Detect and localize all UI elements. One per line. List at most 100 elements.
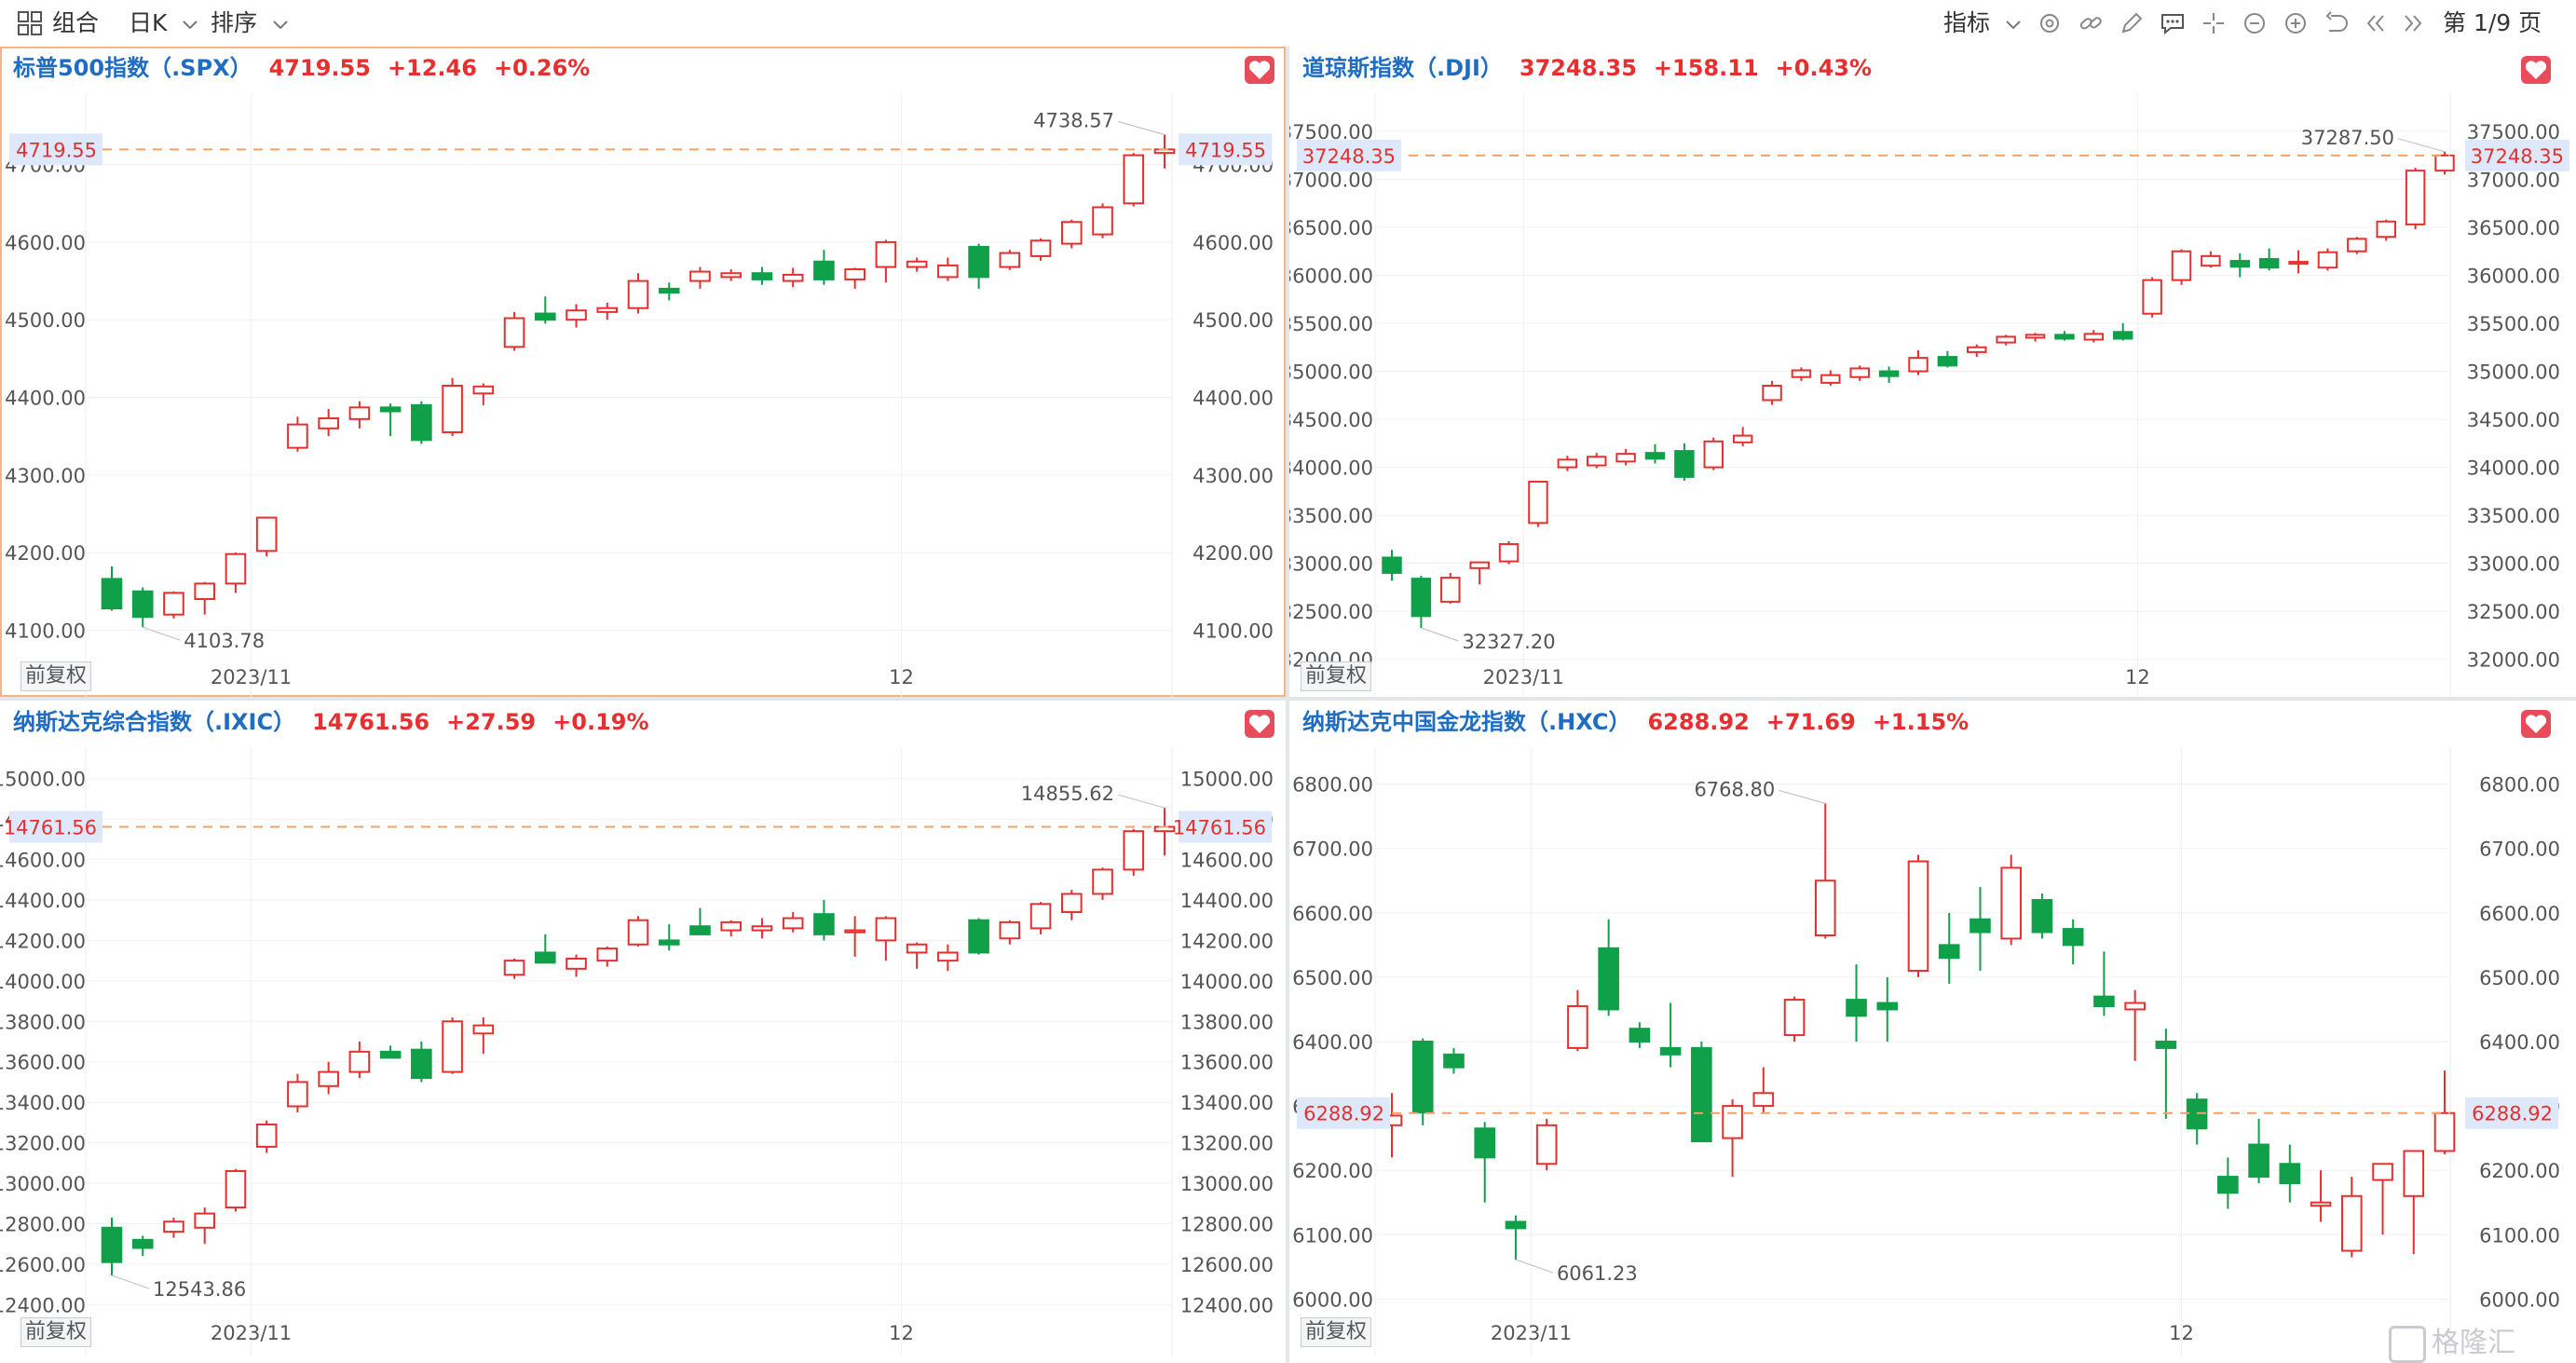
index-price: 6288.92	[1647, 709, 1750, 735]
comment-icon[interactable]	[2160, 10, 2186, 36]
candle-body	[1937, 356, 1958, 367]
low-annotation-label: 4103.78	[184, 630, 265, 652]
price-adjust-label[interactable]: 前复权	[20, 1317, 92, 1347]
y-tick-label-right: 12800.00	[1180, 1213, 1274, 1235]
candle-body	[1535, 1124, 1558, 1165]
candle-body	[1474, 1127, 1496, 1159]
y-tick-label-right: 4400.00	[1193, 387, 1274, 409]
last-price-tag-text: 14761.56	[4, 816, 97, 838]
zoom-in-icon[interactable]	[2283, 10, 2309, 36]
indicator-label: 指标	[1943, 9, 1991, 36]
watermark: 格隆汇	[2389, 1319, 2515, 1363]
y-tick-label-left: 37000.00	[1289, 169, 1373, 191]
price-adjust-label[interactable]: 前复权	[20, 661, 92, 691]
heart-icon[interactable]	[1245, 710, 1274, 738]
candle-body	[1846, 999, 1867, 1017]
x-tick-label: 2023/11	[1491, 1322, 1572, 1344]
y-tick-label-left: 34500.00	[1289, 409, 1373, 431]
candle-body	[2340, 1194, 2363, 1252]
settings-icon[interactable]	[2037, 10, 2063, 36]
candle-body	[658, 287, 680, 294]
grid-layout-icon[interactable]	[17, 10, 43, 36]
candle-body	[2376, 220, 2396, 239]
chart-panel-hxc[interactable]: 纳斯达克中国金龙指数（.HXC） 6288.92 +71.69 +1.15% 6000…	[1289, 701, 2576, 1363]
candle-body	[782, 273, 804, 282]
candlestick-chart[interactable]: 32000.0032000.0032500.0032500.0033000.00…	[1289, 47, 2576, 697]
chart-panel-dji[interactable]: 道琼斯指数（.DJI） 37248.35 +158.11 +0.43% 32000.0…	[1289, 47, 2576, 697]
y-tick-label-right: 6000.00	[2479, 1288, 2560, 1311]
link-icon[interactable]	[2078, 10, 2104, 36]
y-tick-label-right: 4600.00	[1193, 232, 1274, 254]
y-tick-label-right: 14000.00	[1180, 971, 1274, 993]
candle-body	[720, 920, 743, 932]
horizontal-divider	[0, 697, 2576, 701]
x-tick-label: 2023/11	[1483, 666, 1564, 688]
candle-body	[1411, 578, 1432, 618]
last-price-tag-right: 6288.92	[2465, 1097, 2558, 1129]
last-price-tag-left: 37248.35	[1297, 139, 1401, 171]
last-price-tag-text: 4719.55	[1185, 139, 1266, 161]
candle-body	[1820, 374, 1841, 384]
chevron-double-left-icon[interactable]	[2363, 10, 2389, 36]
high-annotation-leader	[2397, 138, 2446, 153]
y-tick-label-right: 6800.00	[2479, 774, 2560, 797]
y-tick-label-right: 12600.00	[1180, 1254, 1274, 1276]
heart-icon[interactable]	[2521, 56, 2551, 84]
candle-body	[596, 307, 619, 313]
heart-icon[interactable]	[1245, 56, 1274, 84]
candle-body	[348, 406, 371, 420]
sort-dropdown[interactable]: 排序	[211, 7, 289, 39]
y-tick-label-left: 6400.00	[1292, 1031, 1373, 1054]
high-annotation-leader	[1779, 789, 1826, 804]
candlestick-chart[interactable]: 6000.00 6000.00 6100.00 6100.00 6200.00 6200.…	[1289, 701, 2576, 1363]
candle-body	[2024, 334, 2046, 339]
y-tick-label-left: 4100.00	[5, 620, 86, 642]
candle-body	[813, 913, 835, 935]
chart-panel-ixic[interactable]: 纳斯达克综合指数（.IXIC） 14761.56 +27.59 +0.19% 1240…	[0, 701, 1286, 1363]
candle-body	[1629, 1028, 1651, 1043]
price-adjust-label[interactable]: 前复权	[1301, 1317, 1372, 1347]
vertical-divider	[1286, 47, 1289, 1363]
candle-body	[101, 1226, 123, 1263]
period-dropdown[interactable]: 日K	[129, 7, 198, 39]
candle-body	[1092, 206, 1113, 236]
y-tick-label-left: 14200.00	[0, 930, 86, 952]
candle-body	[503, 317, 525, 348]
indicator-dropdown[interactable]: 指标	[1943, 7, 2022, 39]
candle-body	[1732, 434, 1753, 443]
candle-body	[2142, 279, 2162, 315]
candle-body	[472, 1024, 495, 1035]
y-tick-label-right: 33000.00	[2467, 553, 2560, 576]
candle-body	[1586, 456, 1607, 467]
candlestick-chart[interactable]: 12400.00 12400.00 12600.00 12600.00 12800.00…	[0, 701, 1286, 1363]
candle-body	[348, 1050, 371, 1073]
candle-body	[1123, 154, 1145, 205]
price-adjust-label[interactable]: 前复权	[1301, 661, 1372, 691]
pencil-icon[interactable]	[2119, 10, 2145, 36]
y-tick-label-right: 36500.00	[2467, 217, 2560, 239]
candle-body	[287, 423, 308, 449]
candlestick-chart[interactable]: 4100.00 4100.00 4200.00 4200.00 4300.00 4300.…	[0, 47, 1286, 697]
undo-icon[interactable]	[2324, 10, 2350, 36]
crosshair-icon[interactable]	[2201, 10, 2227, 36]
chevron-double-right-icon[interactable]	[2400, 10, 2426, 36]
candle-body	[875, 240, 897, 268]
last-price-tag-text: 37248.35	[2471, 145, 2564, 168]
y-tick-label-left: 4200.00	[5, 542, 86, 565]
y-tick-label-right: 14200.00	[1180, 930, 1274, 952]
panel-title: 纳斯达克综合指数（.IXIC） 14761.56 +27.59 +0.19%	[13, 706, 649, 738]
toolbar: 组合 日K 排序 指标	[0, 0, 2576, 48]
candle-body	[1029, 903, 1052, 930]
low-annotation-label: 6061.23	[1557, 1262, 1638, 1285]
candle-body	[131, 590, 154, 619]
zoom-out-icon[interactable]	[2242, 10, 2268, 36]
chart-panel-spx[interactable]: 标普500指数（.SPX） 4719.55 +12.46 +0.26% 4100.00…	[0, 47, 1286, 697]
y-tick-label-left: 12800.00	[0, 1213, 86, 1235]
last-price-tag-text: 6288.92	[1303, 1103, 1384, 1125]
candle-body	[2433, 1111, 2456, 1152]
y-tick-label-right: 13000.00	[1180, 1173, 1274, 1195]
heart-icon[interactable]	[2521, 710, 2551, 738]
candle-body	[411, 1048, 432, 1080]
candle-body	[2279, 1163, 2301, 1185]
combo-button[interactable]: 组合	[52, 9, 100, 36]
